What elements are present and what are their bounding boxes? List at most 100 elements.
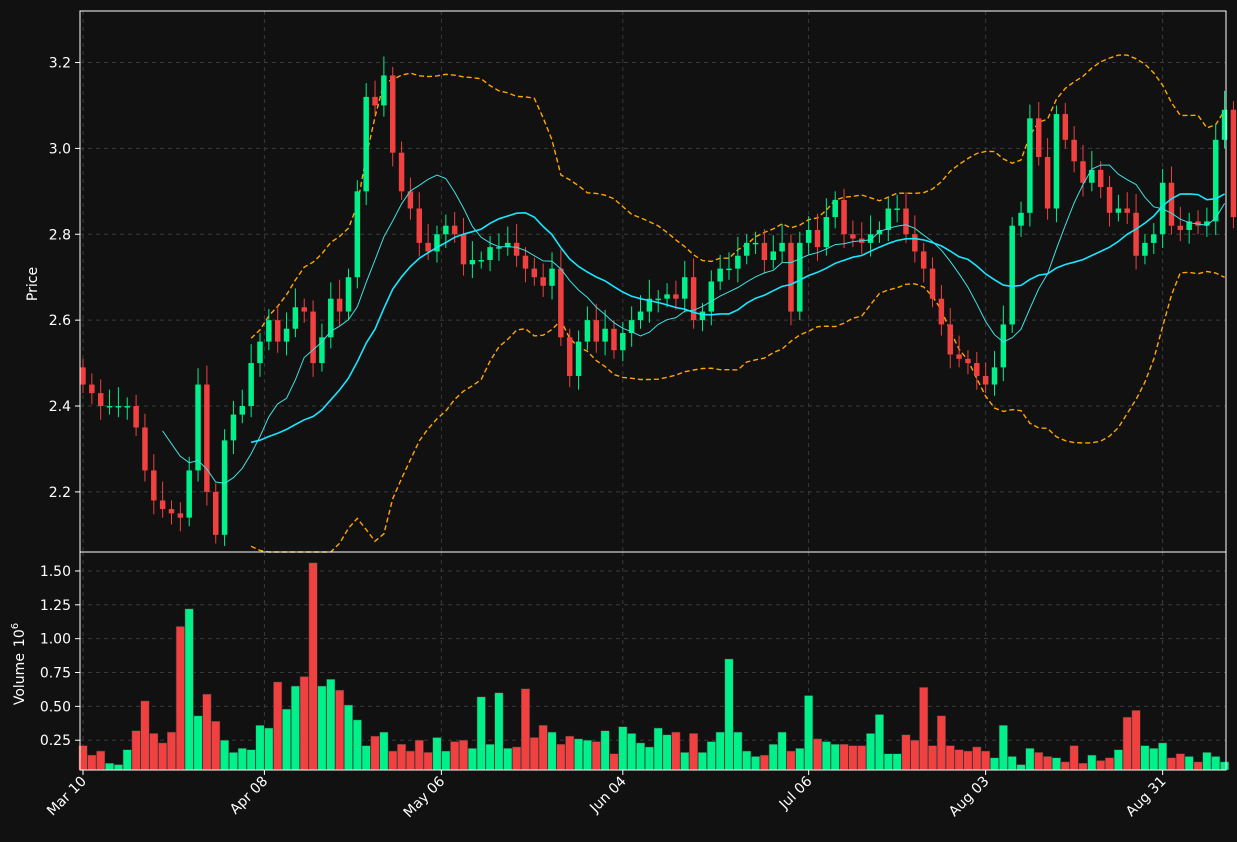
volume-bar: [830, 744, 840, 771]
volume-bar: [990, 757, 999, 771]
volume-bar: [423, 752, 433, 771]
candle-body: [257, 341, 263, 364]
volume-bar: [1096, 760, 1106, 771]
volume-bar: [494, 692, 504, 771]
volume-bar: [246, 749, 256, 771]
sma-long-line: [250, 193, 1225, 444]
volume-bar: [848, 745, 858, 771]
volume-bar: [237, 748, 247, 771]
candle-body: [823, 217, 830, 248]
volume-bar: [1105, 757, 1114, 771]
candle-body: [363, 96, 369, 192]
volume-bar: [467, 748, 477, 771]
candle-body: [1089, 169, 1095, 183]
volume-bar: [149, 733, 159, 771]
volume-bar: [521, 688, 530, 771]
volume-bar: [821, 741, 831, 771]
volume-bar: [662, 734, 672, 771]
volume-bars: [78, 562, 1230, 771]
price-axis-label: Price: [25, 267, 41, 301]
volume-bar: [158, 742, 168, 771]
candle-body: [965, 358, 971, 364]
volume-bar: [432, 737, 442, 771]
volume-bar: [512, 746, 522, 771]
volume-bar: [308, 562, 318, 771]
volume-bar: [609, 753, 619, 771]
candle-body: [602, 328, 608, 342]
volume-bar: [167, 731, 176, 771]
volume-bar: [1069, 745, 1079, 771]
volume-bar: [211, 721, 221, 771]
candle-body: [682, 277, 688, 299]
volume-tick-label: 0.75: [40, 666, 71, 682]
candle-body: [522, 255, 529, 269]
volume-bar: [1034, 752, 1044, 771]
candle-body: [425, 242, 431, 252]
volume-bar: [671, 731, 681, 771]
volume-bar: [565, 735, 575, 771]
price-tick-label: 2.6: [49, 313, 71, 329]
volume-bar: [202, 693, 212, 771]
volume-bar: [405, 750, 415, 771]
volume-bar: [317, 685, 327, 771]
volume-bar: [379, 731, 389, 771]
candle-body: [248, 363, 254, 407]
volume-panel-frame: [79, 551, 1227, 771]
volume-bar: [352, 719, 362, 771]
candle-body: [1133, 212, 1139, 256]
candle-body: [761, 242, 768, 261]
candle-body: [841, 199, 847, 235]
candle-body: [628, 320, 635, 334]
volume-bar: [963, 750, 973, 771]
volume-tick-label: 0.50: [40, 699, 71, 715]
volume-bar: [538, 725, 548, 771]
volume-bar: [919, 687, 929, 771]
volume-bar: [786, 750, 796, 771]
volume-bar: [689, 733, 699, 771]
volume-bar: [335, 689, 345, 771]
candle-body: [239, 406, 246, 415]
candle-body: [1044, 156, 1051, 209]
volume-bar: [1220, 761, 1230, 771]
volume-bar: [255, 725, 265, 771]
candle-body: [929, 268, 936, 299]
volume-bar: [476, 696, 486, 771]
candle-body: [699, 311, 706, 321]
volume-bar: [556, 744, 566, 771]
volume-bar: [414, 739, 424, 771]
volume-bar: [175, 626, 185, 771]
candlesticks: [80, 56, 1237, 546]
candle-body: [947, 324, 953, 355]
candle-body: [319, 337, 325, 364]
candle-body: [186, 470, 192, 518]
candle-body: [956, 354, 962, 359]
volume-bar: [1158, 742, 1168, 771]
candle-body: [991, 367, 998, 385]
volume-bar: [751, 756, 761, 771]
candle-body: [80, 367, 86, 385]
volume-axis-label-power: 6: [10, 623, 21, 629]
candle-body: [664, 294, 670, 299]
candle-body: [690, 277, 697, 321]
volume-bar: [582, 739, 592, 771]
candle-body: [1106, 187, 1113, 213]
candle-body: [885, 208, 892, 230]
candle-body: [982, 375, 989, 385]
candle-body: [593, 320, 600, 342]
candle-body: [646, 298, 653, 312]
candle-body: [1142, 242, 1148, 256]
volume-bar: [742, 750, 752, 771]
candle-body: [177, 513, 184, 518]
price-tick-label: 2.4: [49, 399, 71, 415]
volume-bar: [892, 753, 902, 771]
candle-body: [460, 234, 467, 265]
candle-body: [487, 247, 493, 261]
candle-body: [1177, 225, 1184, 230]
volume-bar: [1193, 761, 1203, 771]
volume-bar: [140, 700, 150, 771]
volume-bar: [96, 750, 106, 771]
candle-body: [274, 320, 281, 342]
volume-bar: [1051, 757, 1061, 771]
candle-body: [566, 337, 573, 376]
volume-bar: [1025, 748, 1035, 771]
